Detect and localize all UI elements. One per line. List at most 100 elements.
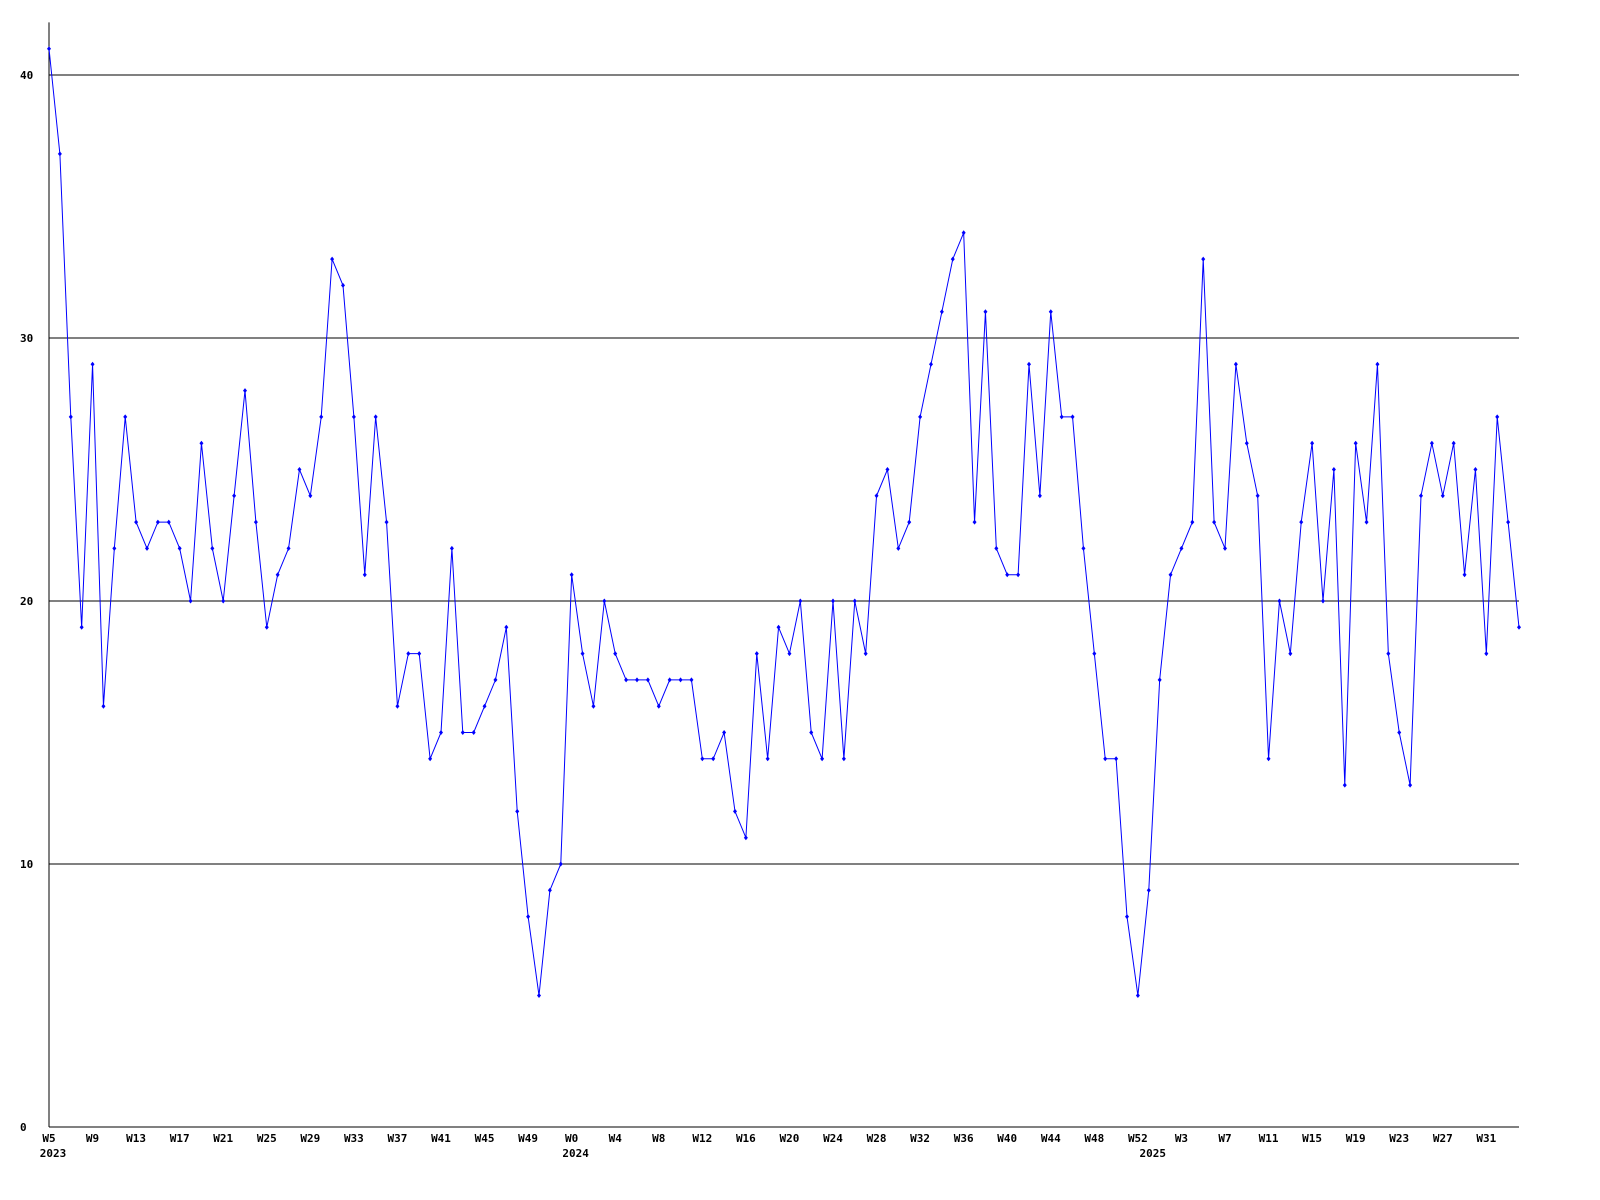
data-point bbox=[79, 624, 84, 630]
x-tick-label: W23 bbox=[1389, 1132, 1409, 1145]
x-tick-label: W5 bbox=[42, 1132, 55, 1145]
x-tick-label: W19 bbox=[1346, 1132, 1366, 1145]
data-point bbox=[68, 414, 73, 420]
data-point bbox=[112, 545, 117, 551]
data-point bbox=[591, 703, 596, 709]
data-point bbox=[645, 677, 650, 683]
data-point bbox=[1419, 493, 1423, 499]
x-tick-label: W9 bbox=[86, 1132, 99, 1145]
data-point bbox=[798, 598, 803, 604]
data-point bbox=[635, 677, 639, 683]
x-tick-label: W12 bbox=[692, 1132, 712, 1145]
data-point bbox=[439, 730, 443, 735]
data-point bbox=[950, 256, 955, 262]
data-point bbox=[210, 545, 215, 551]
data-point bbox=[1059, 414, 1064, 420]
data-point bbox=[1027, 361, 1031, 367]
data-point bbox=[297, 467, 302, 472]
data-point bbox=[384, 519, 389, 525]
data-point bbox=[1135, 993, 1140, 998]
x-tick-label: W24 bbox=[823, 1132, 843, 1145]
x-tick-label: W16 bbox=[736, 1132, 756, 1145]
data-point bbox=[417, 651, 422, 657]
data-point bbox=[482, 703, 487, 709]
data-point bbox=[1310, 440, 1315, 446]
data-point bbox=[1484, 651, 1489, 657]
x-tick-label: W41 bbox=[431, 1132, 451, 1145]
data-point bbox=[460, 730, 465, 735]
data-point bbox=[341, 282, 345, 288]
data-point bbox=[537, 993, 541, 998]
data-point bbox=[689, 677, 694, 683]
data-point bbox=[1168, 572, 1173, 578]
data-point bbox=[1397, 730, 1402, 735]
data-point bbox=[134, 519, 139, 525]
data-point bbox=[243, 388, 247, 394]
data-point bbox=[1375, 361, 1380, 367]
data-point bbox=[558, 861, 563, 867]
data-point bbox=[580, 651, 585, 657]
data-point bbox=[264, 624, 269, 630]
data-point bbox=[199, 440, 204, 446]
data-point bbox=[939, 309, 944, 315]
data-point bbox=[123, 414, 128, 420]
data-point bbox=[841, 756, 846, 762]
data-point bbox=[330, 256, 335, 262]
y-tick-label: 20 bbox=[20, 595, 33, 608]
data-point bbox=[885, 467, 890, 472]
data-point bbox=[547, 887, 552, 893]
x-tick-label: W21 bbox=[213, 1132, 233, 1145]
data-point bbox=[776, 624, 781, 630]
x-tick-label: W33 bbox=[344, 1132, 364, 1145]
data-point bbox=[602, 598, 607, 604]
data-point bbox=[1462, 572, 1467, 578]
data-point bbox=[504, 624, 509, 630]
x-tick-label: W4 bbox=[609, 1132, 623, 1145]
data-point bbox=[428, 756, 433, 762]
data-point bbox=[754, 651, 759, 657]
data-point bbox=[907, 519, 912, 525]
x-tick-label: W44 bbox=[1041, 1132, 1061, 1145]
data-point bbox=[101, 703, 106, 709]
data-point bbox=[1190, 519, 1195, 525]
data-point bbox=[1277, 598, 1282, 604]
data-point bbox=[700, 756, 705, 762]
data-point bbox=[232, 493, 237, 499]
data-point bbox=[1048, 309, 1053, 315]
y-tick-label: 40 bbox=[20, 69, 33, 82]
data-point bbox=[1016, 572, 1021, 578]
data-point bbox=[1125, 914, 1129, 920]
x-tick-label: W28 bbox=[867, 1132, 887, 1145]
x-tick-label: W11 bbox=[1259, 1132, 1279, 1145]
data-point bbox=[1081, 545, 1086, 551]
data-point bbox=[1473, 467, 1478, 472]
x-tick-label: W40 bbox=[997, 1132, 1017, 1145]
x-tick-label: W13 bbox=[126, 1132, 146, 1145]
x-tick-label: W32 bbox=[910, 1132, 930, 1145]
x-tick-label: W37 bbox=[388, 1132, 408, 1145]
y-tick-label: 10 bbox=[20, 858, 33, 871]
data-point bbox=[1266, 756, 1271, 762]
data-point bbox=[526, 914, 531, 920]
data-point bbox=[1005, 572, 1010, 578]
data-point bbox=[569, 572, 574, 578]
data-point bbox=[57, 151, 62, 157]
x-tick-label: W20 bbox=[780, 1132, 800, 1145]
data-point bbox=[1342, 782, 1347, 788]
data-point bbox=[918, 414, 923, 420]
data-point bbox=[1429, 440, 1434, 446]
data-point bbox=[1255, 493, 1260, 499]
x-tick-label: W3 bbox=[1175, 1132, 1188, 1145]
data-point bbox=[994, 545, 999, 551]
data-point bbox=[896, 545, 901, 551]
data-point bbox=[874, 493, 879, 499]
data-point bbox=[1299, 519, 1304, 525]
data-point bbox=[286, 545, 291, 551]
x-tick-label: W0 bbox=[565, 1132, 578, 1145]
data-point bbox=[1212, 519, 1217, 525]
data-point bbox=[275, 572, 280, 578]
data-point bbox=[820, 756, 825, 762]
data-point bbox=[1244, 440, 1249, 446]
data-point bbox=[667, 677, 672, 683]
